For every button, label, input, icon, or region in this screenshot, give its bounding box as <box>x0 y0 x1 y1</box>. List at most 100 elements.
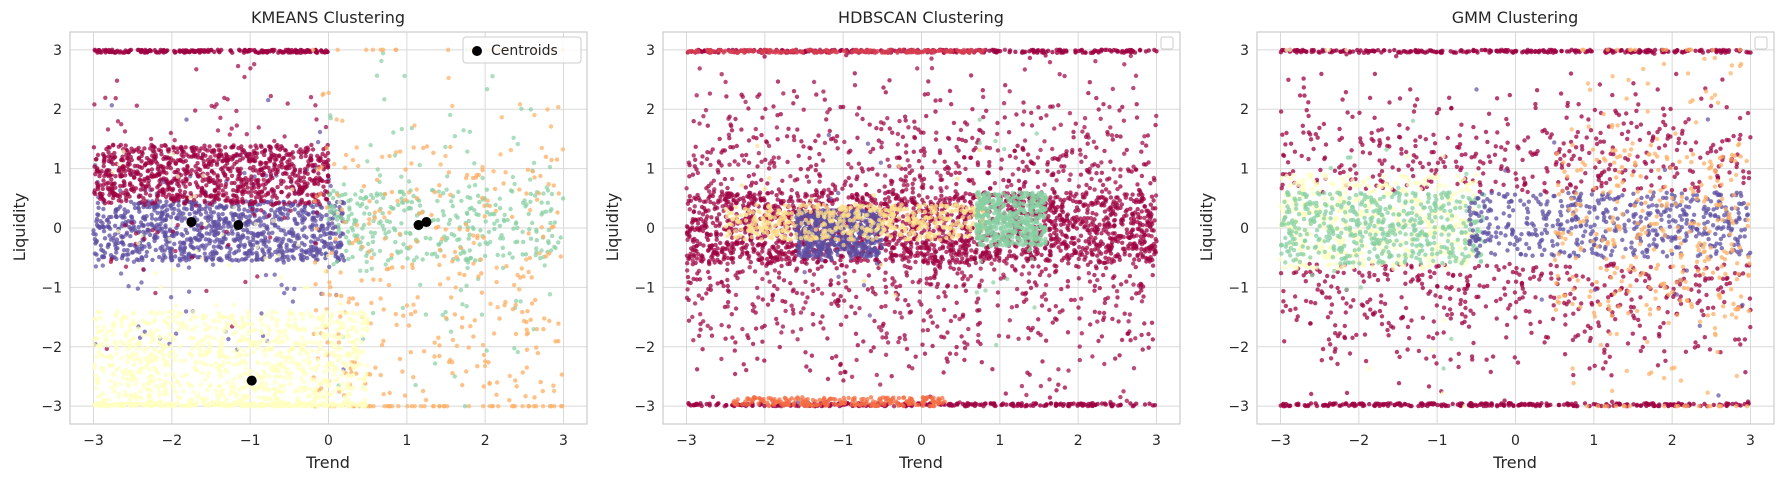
scatter-point <box>336 318 341 324</box>
scatter-point <box>237 176 242 181</box>
scatter-point <box>508 206 513 212</box>
scatter-point <box>198 244 204 249</box>
scatter-point <box>944 249 949 255</box>
scatter-point <box>272 392 277 397</box>
scatter-point <box>259 256 264 262</box>
scatter-point <box>550 233 555 239</box>
scatter-point <box>152 200 158 205</box>
scatter-point <box>428 236 433 241</box>
scatter-point <box>1094 212 1099 217</box>
scatter-point <box>149 167 155 172</box>
scatter-point <box>382 191 388 197</box>
scatter-point <box>119 122 124 127</box>
scatter-point <box>261 385 267 390</box>
scatter-point <box>347 207 352 212</box>
scatter-point <box>290 254 295 259</box>
scatter-point <box>93 232 98 237</box>
scatter-point <box>242 348 247 353</box>
scatter-point <box>883 248 888 253</box>
scatter-point <box>449 295 454 300</box>
scatter-point <box>454 255 459 260</box>
scatter-point <box>401 313 406 318</box>
scatter-point <box>263 256 268 261</box>
scatter-point <box>180 322 185 327</box>
scatter-point <box>494 392 499 397</box>
scatter-point <box>386 258 391 263</box>
scatter-point <box>113 243 118 248</box>
scatter-point <box>372 230 378 236</box>
scatter-point <box>143 187 148 192</box>
scatter-point <box>423 235 428 241</box>
scatter-point <box>329 340 334 345</box>
scatter-point <box>338 243 343 248</box>
scatter-point <box>170 229 175 234</box>
scatter-point <box>294 401 299 406</box>
scatter-point <box>107 362 112 368</box>
scatter-point <box>387 153 392 159</box>
scatter-point <box>232 377 237 382</box>
scatter-point <box>552 404 557 409</box>
scatter-point <box>175 320 180 326</box>
scatter-point <box>481 235 486 240</box>
scatter-point <box>100 366 105 371</box>
scatter-point <box>277 206 283 212</box>
scatter-point <box>114 351 119 357</box>
scatter-point <box>259 316 264 321</box>
scatter-point <box>153 383 159 389</box>
scatter-point <box>313 241 319 246</box>
scatter-point <box>513 240 518 245</box>
scatter-point <box>445 174 450 179</box>
scatter-point <box>467 232 472 237</box>
scatter-point <box>472 161 477 166</box>
scatter-point <box>149 142 154 148</box>
scatter-point <box>119 323 125 329</box>
scatter-point <box>201 158 206 164</box>
scatter-point <box>125 248 130 253</box>
scatter-point <box>417 162 422 168</box>
scatter-point <box>375 167 380 172</box>
scatter-point <box>503 170 508 175</box>
scatter-point <box>354 337 359 342</box>
scatter-point <box>528 236 534 241</box>
scatter-point <box>201 315 206 320</box>
scatter-point <box>156 310 161 315</box>
scatter-point <box>323 348 328 353</box>
scatter-point <box>113 210 118 215</box>
scatter-point <box>139 280 144 285</box>
scatter-point <box>383 262 388 267</box>
scatter-point <box>184 117 189 122</box>
scatter-point <box>217 244 222 249</box>
scatter-point <box>246 208 251 214</box>
y-tick-label: 3 <box>646 43 655 59</box>
scatter-point <box>225 176 230 182</box>
scatter-point <box>345 310 350 316</box>
scatter-point <box>214 364 219 370</box>
scatter-point <box>242 170 247 176</box>
scatter-point <box>249 258 255 263</box>
y-tick-label: 0 <box>646 221 655 237</box>
scatter-point <box>96 205 101 210</box>
scatter-point <box>341 182 347 187</box>
scatter-point <box>529 301 535 306</box>
scatter-point <box>324 309 329 315</box>
scatter-point <box>303 385 309 390</box>
scatter-point <box>104 343 110 348</box>
scatter-point <box>247 395 252 400</box>
scatter-point <box>243 279 248 285</box>
scatter-point <box>101 214 106 219</box>
scatter-point <box>365 326 370 331</box>
scatter-point <box>144 253 149 259</box>
scatter-point <box>276 225 281 230</box>
scatter-point <box>490 404 495 409</box>
scatter-point <box>171 146 177 151</box>
scatter-point <box>386 229 392 234</box>
scatter-point <box>365 316 370 322</box>
scatter-point <box>505 217 510 223</box>
scatter-point <box>209 200 215 205</box>
scatter-point <box>256 125 261 130</box>
scatter-point <box>283 165 288 171</box>
scatter-point <box>147 232 153 238</box>
scatter-point <box>263 337 268 342</box>
scatter-point <box>252 212 257 217</box>
scatter-point <box>450 360 455 365</box>
